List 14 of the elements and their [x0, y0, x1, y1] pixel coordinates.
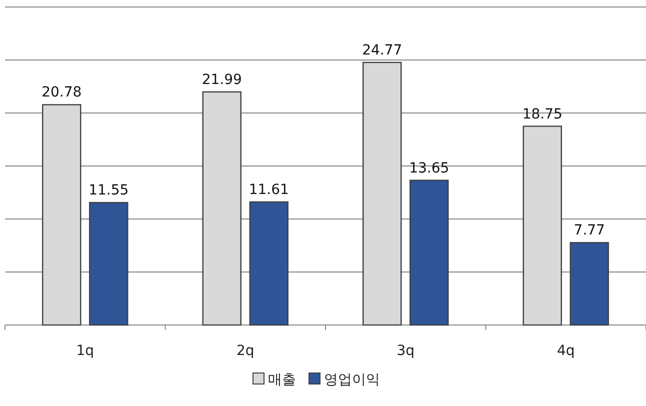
data-label: 11.61	[248, 182, 289, 198]
x-tick-label: 1q	[76, 343, 94, 359]
data-label: 11.55	[88, 182, 129, 199]
x-tick-label: 4q	[556, 343, 575, 359]
data-label: 18.75	[522, 106, 562, 122]
x-tick-label: 2q	[236, 343, 254, 359]
legend-label: 매출	[268, 372, 296, 388]
data-label: 7.77	[574, 222, 605, 239]
data-label: 21.99	[202, 72, 242, 88]
data-label: 24.77	[362, 42, 402, 58]
data-label: 13.65	[409, 160, 450, 176]
data-label: 20.78	[42, 84, 82, 101]
legend-label: 영업이익	[324, 372, 380, 388]
x-tick-label: 3q	[396, 343, 415, 359]
